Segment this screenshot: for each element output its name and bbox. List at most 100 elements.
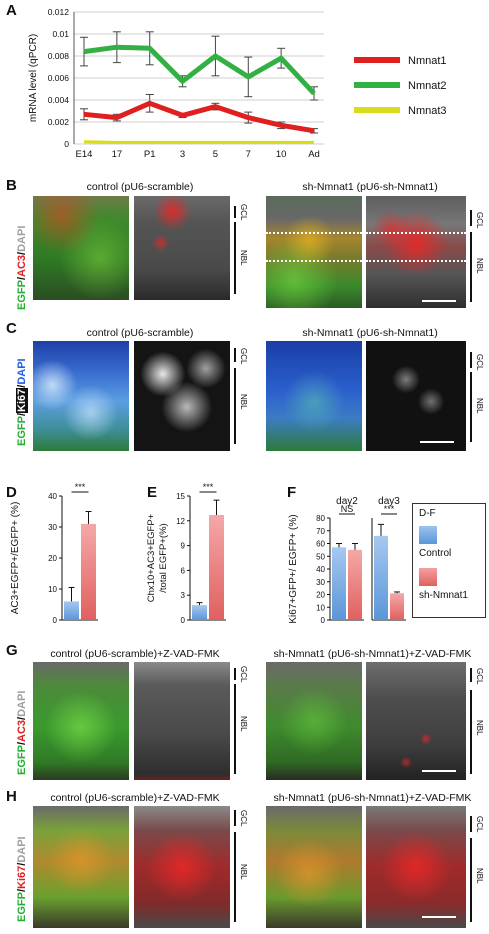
panel-c-label: C bbox=[6, 320, 17, 337]
series-line-nmnat3 bbox=[83, 140, 314, 144]
micrograph-b-sh-ac3 bbox=[366, 196, 466, 308]
y-tick-label: 0 bbox=[181, 616, 186, 625]
scale-bar-b bbox=[422, 300, 456, 302]
x-tick-label: 5 bbox=[213, 149, 218, 160]
x-tick-label: 7 bbox=[246, 149, 251, 160]
panel-h-left-title: control (pU6-scramble)+Z-VAD-FMK bbox=[50, 792, 220, 804]
stain-dapi: DAPI bbox=[16, 225, 28, 252]
legend-control-label: Control bbox=[419, 548, 452, 559]
y-axis-label: Ki67+GFP+/ EGFP+ (%) bbox=[288, 514, 299, 623]
panel-c-stain-label: EGFP/Ki67/DAPI bbox=[16, 358, 28, 446]
panel-f-label: F bbox=[287, 484, 297, 501]
nbl-bar-b-left bbox=[234, 222, 236, 294]
nbl-label-g-left: NBL bbox=[239, 716, 248, 732]
micrograph-h-sh-ki67 bbox=[366, 806, 466, 928]
significance-label: *** bbox=[203, 482, 214, 492]
panel-h-right-title: sh-Nmnat1 (pU6-sh-Nmnat1)+Z-VAD-FMK bbox=[273, 792, 472, 804]
y-tick-label: 10 bbox=[316, 603, 325, 612]
bar-sh-nmnat1 bbox=[390, 593, 404, 620]
micrograph-h-sh-merge bbox=[266, 806, 362, 928]
panel-g-right-title: sh-Nmnat1 (pU6-sh-Nmnat1)+Z-VAD-FMK bbox=[273, 648, 472, 660]
y-axis-label: AC3+EGFP+/EGFP+ (%) bbox=[10, 502, 21, 615]
legend-label-nmnat2: Nmnat2 bbox=[408, 80, 447, 92]
nbl-bar-c bbox=[470, 372, 472, 442]
gcl-label-h-right: GCL bbox=[475, 816, 484, 833]
bar-control bbox=[192, 605, 207, 620]
x-tick-label: 10 bbox=[276, 149, 287, 160]
legend-control-swatch bbox=[419, 526, 437, 544]
panel-d-label: D bbox=[6, 484, 17, 501]
micrograph-g-sh-ac3 bbox=[366, 662, 466, 780]
gcl-bar-b-right bbox=[470, 210, 472, 226]
gcl-bar-c-left bbox=[234, 348, 236, 362]
y-tick-label: 80 bbox=[316, 514, 325, 523]
nbl-label-c-left: NBL bbox=[239, 394, 248, 410]
micrograph-c-control-ki67 bbox=[134, 341, 230, 451]
y-tick-label: 0.012 bbox=[48, 7, 70, 17]
stain-egfp: EGFP bbox=[16, 280, 28, 310]
gcl-bar-g-left bbox=[234, 668, 236, 680]
bar-control bbox=[332, 547, 346, 620]
nbl-boundary-upper bbox=[266, 232, 362, 234]
legend-label-nmnat1: Nmnat1 bbox=[408, 55, 447, 67]
x-tick-label: 17 bbox=[112, 149, 123, 160]
panel-b-right-title: sh-Nmnat1 (pU6-sh-Nmnat1) bbox=[302, 181, 438, 193]
y-tick-label: 40 bbox=[316, 565, 325, 574]
legend-def: D-F Control sh-Nmnat1 bbox=[412, 503, 486, 618]
micrograph-b-control-ac3 bbox=[134, 196, 230, 300]
micrograph-h-control-ki67 bbox=[134, 806, 230, 928]
scale-bar-c bbox=[420, 441, 454, 443]
bar-sh-nmnat1 bbox=[348, 549, 362, 620]
micrograph-h-control-merge bbox=[33, 806, 129, 928]
y-tick-label: 0.004 bbox=[48, 95, 70, 105]
panel-a-label: A bbox=[6, 2, 17, 19]
bar-sh-nmnat1 bbox=[81, 523, 96, 620]
panel-g-stain-label: EGFP/AC3/DAPI bbox=[16, 690, 28, 775]
gcl-bar-g-right bbox=[470, 668, 472, 682]
y-tick-label: 20 bbox=[316, 591, 325, 600]
nbl-bar-g-left bbox=[234, 684, 236, 774]
x-tick-label: 3 bbox=[180, 149, 185, 160]
gcl-bar-h-right bbox=[470, 816, 472, 832]
y-tick-label: 70 bbox=[316, 527, 325, 536]
nbl-label-g-right: NBL bbox=[475, 720, 484, 736]
panel-g-left-title: control (pU6-scramble)+Z-VAD-FMK bbox=[50, 648, 220, 660]
y-tick-label: 30 bbox=[316, 578, 325, 587]
micrograph-c-sh-ki67 bbox=[366, 341, 466, 451]
nbl-bar-h-right bbox=[470, 838, 472, 922]
y-tick-label: 0 bbox=[53, 616, 58, 625]
series-line-nmnat1 bbox=[83, 100, 315, 134]
line-chart-a: 0 0.002 0.004 0.006 0.008 0.01 0.012 E14 17 P1 3 5 7… bbox=[28, 7, 447, 160]
panel-h-stain-label: EGFP/Ki67/DAPI bbox=[16, 836, 28, 922]
y-tick-label: 10 bbox=[48, 585, 57, 594]
nbl-bar-g-right bbox=[470, 690, 472, 774]
gcl-label-b-left: GCL bbox=[239, 204, 248, 221]
y-tick-label: 0 bbox=[64, 139, 69, 149]
panel-b-stain-label: EGFP/AC3/DAPI bbox=[16, 225, 28, 310]
y-tick-label: 0.008 bbox=[48, 51, 70, 61]
day2-label: day2 bbox=[336, 496, 358, 507]
panel-e-label: E bbox=[147, 484, 158, 501]
y-tick-label: 3 bbox=[181, 591, 186, 600]
bar-sh-nmnat1 bbox=[209, 515, 224, 620]
y-tick-label: 60 bbox=[316, 540, 325, 549]
micrograph-b-sh-merge bbox=[266, 196, 362, 308]
micrograph-g-control-merge bbox=[33, 662, 129, 780]
nbl-bar-c-left bbox=[234, 368, 236, 444]
nbl-label-b-right: NBL bbox=[475, 258, 484, 274]
micrograph-g-sh-merge bbox=[266, 662, 362, 780]
panel-g-label: G bbox=[6, 642, 18, 659]
nbl-label-h-right: NBL bbox=[475, 868, 484, 884]
day3-label: day3 bbox=[378, 496, 400, 507]
panel-b-left-title: control (pU6-scramble) bbox=[86, 181, 194, 193]
stain-ac3: AC3 bbox=[16, 254, 28, 277]
y-tick-label: 0.002 bbox=[48, 117, 70, 127]
micrograph-g-control-ac3 bbox=[134, 662, 230, 780]
y-axis-label: mRNA level (qPCR) bbox=[28, 34, 39, 122]
x-tick-label: P1 bbox=[144, 149, 156, 160]
y-tick-label: 0.006 bbox=[48, 73, 70, 83]
y-tick-label: 20 bbox=[48, 554, 57, 563]
nbl-label-c: NBL bbox=[475, 398, 484, 414]
significance-label: *** bbox=[75, 482, 86, 492]
bar-control bbox=[374, 535, 388, 620]
